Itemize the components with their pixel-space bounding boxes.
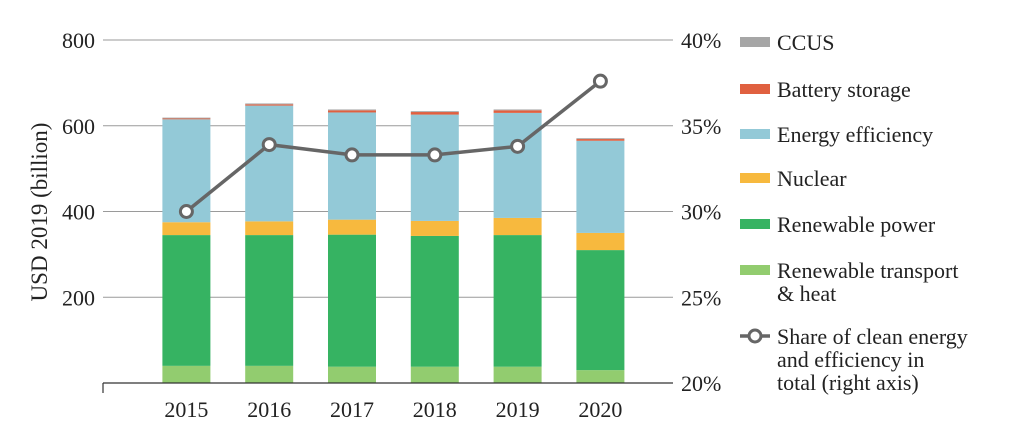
legend-swatch	[740, 219, 770, 229]
legend-label: Renewable transport	[777, 258, 958, 283]
bar-segment	[328, 219, 376, 235]
bar-segment	[576, 138, 625, 140]
bar-segment	[493, 112, 542, 218]
bar-segment	[245, 104, 294, 106]
legend-label: total (right axis)	[777, 370, 919, 395]
bar-segment	[245, 103, 294, 105]
legend-label: Energy efficiency	[777, 122, 933, 147]
bar-segment	[493, 109, 542, 111]
legend-swatch	[740, 84, 770, 94]
bar-segment	[576, 140, 625, 233]
legend-swatch	[740, 129, 770, 139]
bar-segment	[576, 370, 625, 383]
bar-segment	[328, 366, 376, 383]
share-point	[344, 147, 360, 163]
tick-labels: 200 400 600 800 20% 25% 30% 35% 40% 2015 2016 2017 2…	[62, 28, 721, 422]
legend-label: CCUS	[777, 30, 834, 55]
bar-segment	[410, 220, 459, 236]
share-point	[261, 137, 277, 153]
legend-label: Share of clean energy	[777, 324, 968, 349]
bars	[162, 103, 625, 383]
bar-segment	[493, 217, 542, 236]
bar-segment	[245, 105, 294, 222]
share-line	[178, 73, 608, 219]
bar-segment	[493, 366, 542, 383]
bar-segment	[576, 250, 625, 371]
x-tick-label: 2020	[578, 397, 622, 422]
share-point	[178, 204, 194, 219]
bar-segment	[245, 365, 294, 383]
x-tick-label: 2015	[164, 397, 208, 422]
bar-segment	[576, 232, 625, 251]
bar-segment	[410, 112, 459, 115]
bar-segment	[328, 112, 376, 220]
share-line-path	[185, 79, 602, 213]
bar-segment	[245, 221, 294, 236]
axes	[102, 382, 673, 393]
bar-segment	[328, 234, 376, 367]
bar-segment	[162, 235, 211, 366]
bar-segment	[410, 111, 459, 113]
y-axis-label: USD 2019 (billion)	[27, 123, 52, 302]
legend-label: Renewable power	[777, 212, 936, 237]
legend-swatch	[740, 265, 770, 275]
bar-segment	[245, 235, 294, 366]
bar-segment	[162, 118, 211, 120]
y2-tick-label: 40%	[681, 28, 721, 53]
x-tick-label: 2017	[330, 397, 374, 422]
y-tick-label: 200	[62, 285, 95, 310]
x-tick-label: 2018	[413, 397, 457, 422]
bar-segment	[410, 235, 459, 367]
share-point	[510, 138, 526, 154]
x-tick-label: 2016	[247, 397, 291, 422]
bar-segment	[576, 139, 625, 141]
legend-line-marker	[747, 328, 763, 344]
y-tick-label: 800	[62, 28, 95, 53]
bar-segment	[493, 235, 542, 367]
share-point	[427, 147, 443, 163]
share-point	[592, 73, 608, 89]
bar-segment	[410, 366, 459, 383]
legend-label: & heat	[777, 281, 836, 306]
bar-segment	[410, 114, 459, 221]
legend-label: Battery storage	[777, 77, 911, 102]
y-tick-label: 400	[62, 200, 95, 225]
legend-label: and efficiency in	[777, 347, 924, 372]
bar-segment	[328, 110, 376, 113]
legend-label: Nuclear	[777, 166, 847, 191]
legend-swatch	[740, 173, 770, 183]
y2-tick-label: 35%	[681, 114, 721, 139]
bar-segment	[162, 117, 211, 119]
x-tick-label: 2019	[496, 397, 540, 422]
bar-segment	[162, 222, 211, 236]
legend: CCUS Battery storage Energy efficiency Nucl…	[740, 30, 968, 395]
y2-tick-label: 25%	[681, 285, 721, 310]
bar-segment	[162, 365, 211, 383]
y2-tick-label: 30%	[681, 200, 721, 225]
bar-segment	[493, 110, 542, 113]
y-tick-label: 600	[62, 114, 95, 139]
y2-tick-label: 20%	[681, 371, 721, 396]
legend-swatch	[740, 37, 770, 47]
bar-segment	[328, 109, 376, 111]
